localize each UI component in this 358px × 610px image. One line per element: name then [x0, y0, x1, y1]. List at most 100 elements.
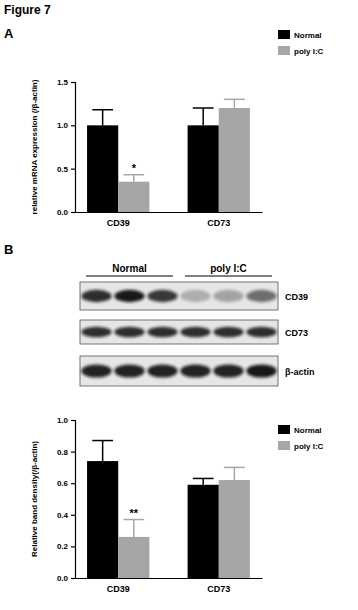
blot-band	[213, 364, 243, 377]
x-tick: CD73	[207, 212, 230, 228]
error-line	[234, 467, 236, 480]
blot-band	[114, 364, 144, 377]
y-axis-title: relative mRNA expression (/β-actin)	[30, 79, 39, 214]
y-tick: 1.5	[57, 78, 75, 87]
blot-band	[213, 290, 243, 302]
y-tick: 0.0	[57, 574, 75, 583]
y-tick: 0.6	[57, 479, 75, 488]
error-line	[102, 441, 104, 462]
y-tick-mark	[71, 420, 75, 421]
blot-band	[147, 327, 177, 338]
blot-band	[180, 327, 210, 338]
y-tick-mark	[71, 483, 75, 484]
y-axis-title: Relative band density(/β-actin)	[30, 441, 39, 557]
y-tick-mark	[71, 546, 75, 547]
x-tick-label: CD73	[207, 584, 230, 594]
blot-row-label: CD73	[285, 328, 308, 338]
error-bar	[92, 110, 113, 126]
group-label: poly I:C	[210, 263, 247, 274]
bar	[188, 485, 219, 578]
legend-swatch	[278, 30, 290, 39]
x-tick: CD73	[207, 578, 230, 594]
legend-item: Normal	[278, 30, 322, 40]
error-bar	[224, 99, 245, 108]
y-tick: 0.2	[57, 542, 75, 551]
blot-band	[246, 290, 276, 302]
panel-label: A	[4, 26, 14, 41]
error-cap	[92, 109, 113, 111]
legend-item: poly I:C	[278, 441, 324, 451]
y-tick: 1.0	[57, 416, 75, 425]
y-axis-line	[71, 83, 76, 213]
legend-label: poly I:C	[294, 442, 324, 451]
y-tick-mark	[71, 578, 75, 579]
legend-item: poly I:C	[278, 46, 324, 56]
blot-band	[81, 290, 111, 302]
x-tick-label: CD39	[107, 218, 130, 228]
blot-strip	[80, 282, 278, 310]
error-line	[202, 108, 204, 125]
group-line	[86, 275, 173, 276]
blot-band	[147, 290, 177, 302]
plot-marks	[87, 99, 250, 212]
annotation: **	[130, 507, 139, 519]
legend-label: poly I:C	[294, 47, 324, 56]
y-tick-label: 1.0	[57, 416, 69, 425]
legend: Normal poly I:C	[278, 425, 324, 451]
chart-1: B 0.0 0.2 0.4 0.6 0.8 1.0 CD39 CD73 Relative band…	[4, 242, 324, 594]
y-tick-label: 1.5	[57, 78, 69, 87]
blot-band	[246, 327, 276, 338]
x-axis-line	[76, 578, 263, 579]
bar	[188, 125, 219, 212]
error-cap	[92, 440, 113, 442]
legend-swatch	[278, 46, 290, 55]
y-tick: 1.0	[57, 121, 75, 130]
legend-swatch	[278, 441, 290, 450]
y-tick-label: 0.2	[57, 542, 69, 551]
blot-band	[147, 364, 177, 377]
y-tick: 0.8	[57, 448, 75, 457]
legend-item: Normal	[278, 425, 322, 435]
x-axis-line	[76, 212, 263, 213]
blot-band	[213, 327, 243, 338]
plot-marks	[87, 441, 250, 578]
bar	[87, 461, 118, 578]
y-tick: 0.4	[57, 511, 75, 520]
error-cap	[123, 174, 144, 176]
figure: Figure 7A0.00.51.01.5CD39CD73relative mR…	[0, 0, 358, 610]
chart-0: A 0.0 0.5 1.0 1.5 CD39 CD73 relative mRNA expre…	[4, 26, 324, 228]
y-axis: 0.0 0.2 0.4 0.6 0.8 1.0	[57, 416, 76, 583]
blot-band	[246, 364, 276, 377]
blot-band	[180, 364, 210, 377]
panel-label: B	[4, 242, 13, 257]
y-tick-mark	[71, 212, 75, 213]
y-tick-label: 1.0	[57, 121, 69, 130]
x-tick-label: CD39	[107, 584, 130, 594]
bar	[219, 108, 250, 212]
annotation: *	[132, 162, 137, 174]
x-tick: CD39	[107, 212, 130, 228]
blot-strip	[80, 320, 278, 344]
error-bar	[123, 175, 144, 182]
error-bar	[193, 478, 214, 484]
bar	[219, 480, 250, 578]
y-tick-mark	[71, 452, 75, 453]
error-cap	[224, 467, 245, 469]
error-cap	[193, 478, 214, 480]
bar	[118, 182, 149, 212]
legend-swatch	[278, 425, 290, 434]
error-bar	[92, 441, 113, 462]
y-tick-mark	[71, 82, 75, 83]
error-line	[102, 110, 104, 126]
x-tick: CD39	[107, 578, 130, 594]
y-tick-mark	[71, 515, 75, 516]
error-cap	[224, 99, 245, 101]
legend: Normal poly I:C	[278, 30, 324, 56]
y-tick: 0.5	[57, 165, 75, 174]
y-tick-mark	[71, 125, 75, 126]
error-cap	[193, 107, 214, 109]
y-tick-label: 0.5	[57, 165, 69, 174]
blot-strip	[80, 356, 278, 386]
error-line	[234, 99, 236, 108]
y-tick: 0.0	[57, 208, 75, 217]
